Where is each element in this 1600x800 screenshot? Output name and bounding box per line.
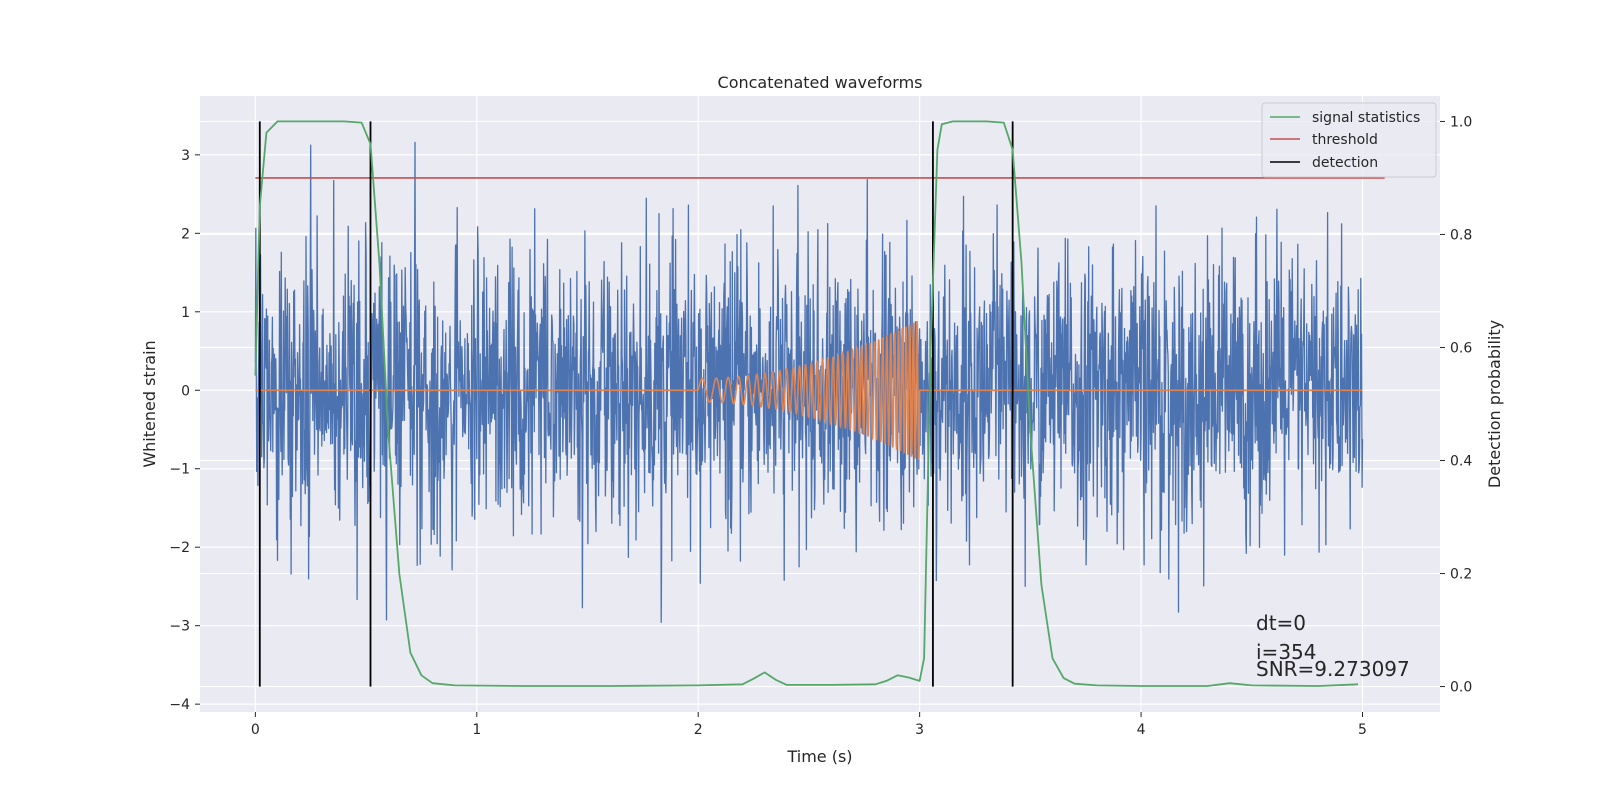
right-y-tick-label: 0.8 bbox=[1450, 227, 1472, 243]
injected-waveform-line bbox=[255, 321, 1363, 461]
x-axis-ticks: 0 1 2 3 4 5 bbox=[251, 712, 1367, 738]
right-y-tick-label: 1.0 bbox=[1450, 114, 1472, 130]
annotation-dt: dt=0 bbox=[1256, 611, 1306, 635]
y-tick-label: −2 bbox=[169, 540, 190, 556]
right-y-tick-label: 0.4 bbox=[1450, 454, 1472, 470]
series-layer bbox=[254, 120, 1385, 687]
right-y-axis-ticks: 0.0 0.2 0.4 0.6 0.8 1.0 bbox=[1440, 114, 1472, 696]
right-y-tick-label: 0.2 bbox=[1450, 567, 1472, 583]
signal-statistics-line bbox=[254, 120, 1359, 687]
right-y-axis-label: Detection probability bbox=[1485, 320, 1504, 488]
right-y-tick-label: 0.6 bbox=[1450, 340, 1472, 356]
y-tick-label: −4 bbox=[169, 697, 190, 713]
legend-label-signal-statistics: signal statistics bbox=[1312, 110, 1420, 126]
legend: signal statistics threshold detection bbox=[1261, 102, 1437, 178]
y-tick-label: 0 bbox=[181, 383, 190, 399]
right-y-tick-label: 0.0 bbox=[1450, 680, 1472, 696]
strain-noise-line bbox=[254, 141, 1364, 624]
x-tick-label: 4 bbox=[1137, 722, 1146, 738]
y-tick-label: 2 bbox=[181, 226, 190, 242]
annotation-snr: SNR=9.273097 bbox=[1256, 657, 1410, 681]
y-tick-label: 1 bbox=[181, 305, 190, 321]
y-axis-ticks: −4 −3 −2 −1 0 1 2 3 bbox=[169, 148, 200, 713]
chart-title: Concatenated waveforms bbox=[718, 73, 923, 92]
legend-box bbox=[1261, 102, 1437, 178]
y-tick-label: −1 bbox=[169, 462, 190, 478]
x-tick-label: 5 bbox=[1358, 722, 1367, 738]
y-tick-label: −3 bbox=[169, 619, 190, 635]
x-tick-label: 1 bbox=[472, 722, 481, 738]
x-axis-label: Time (s) bbox=[786, 747, 852, 766]
x-tick-label: 3 bbox=[915, 722, 924, 738]
y-axis-label: Whitened strain bbox=[140, 340, 159, 467]
x-tick-label: 0 bbox=[251, 722, 260, 738]
legend-label-threshold: threshold bbox=[1312, 132, 1378, 148]
y-tick-label: 3 bbox=[181, 148, 190, 164]
x-tick-label: 2 bbox=[694, 722, 703, 738]
annotation-index: i=354 bbox=[1256, 640, 1317, 664]
legend-label-detection: detection bbox=[1312, 155, 1378, 171]
